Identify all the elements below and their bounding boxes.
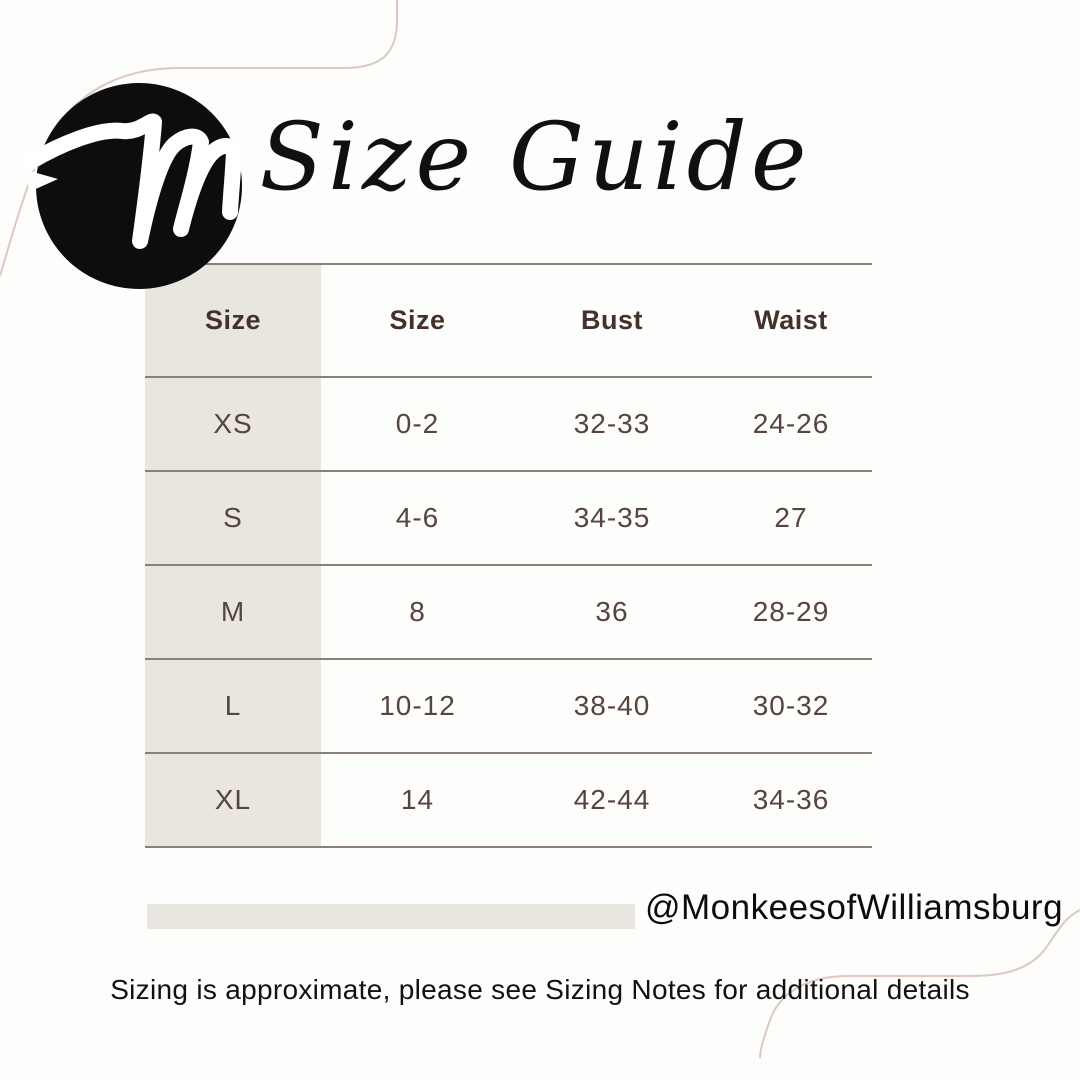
table-row: XL 14 42-44 34-36 xyxy=(145,752,872,848)
logo-m-path xyxy=(22,113,242,249)
table-cell: 8 xyxy=(409,596,426,627)
table-cell: 34-36 xyxy=(752,784,830,815)
table-row: L 10-12 38-40 30-32 xyxy=(145,658,872,752)
table-cell: XS xyxy=(145,378,321,470)
social-handle: @MonkeesofWilliamsburg xyxy=(645,888,1064,927)
table-header-cell: Size xyxy=(389,305,446,335)
table-cell: 36 xyxy=(595,596,629,627)
table-cell: M xyxy=(145,566,321,658)
table-cell: 14 xyxy=(400,784,435,815)
table-cell: 0-2 xyxy=(395,408,440,439)
table-cell: L xyxy=(145,660,321,752)
sizing-note: Sizing is approximate, please see Sizing… xyxy=(110,974,970,1005)
table-cell: 28-29 xyxy=(752,596,830,627)
table-row: S 4-6 34-35 27 xyxy=(145,470,872,564)
table-cell: 27 xyxy=(774,502,808,533)
table-row: XS 0-2 32-33 24-26 xyxy=(145,376,872,470)
table-row: M 8 36 28-29 xyxy=(145,564,872,658)
table-cell: 24-26 xyxy=(752,408,830,439)
table-cell: 34-35 xyxy=(573,502,651,533)
table-header-cell: Size xyxy=(145,265,321,376)
page-title: Size Guide xyxy=(259,102,811,212)
size-table: Size Size Bust Waist XS 0-2 32-33 24-26 … xyxy=(145,263,872,848)
logo-circle xyxy=(36,83,242,289)
table-cell: 32-33 xyxy=(573,408,651,439)
table-cell: 10-12 xyxy=(379,690,456,721)
table-header-cell: Waist xyxy=(754,305,828,335)
table-cell: S xyxy=(145,472,321,564)
table-cell: 4-6 xyxy=(395,502,440,533)
table-cell: 42-44 xyxy=(573,784,651,815)
accent-bar xyxy=(147,904,635,929)
table-header-row: Size Size Bust Waist xyxy=(145,263,872,376)
table-cell: 30-32 xyxy=(752,690,830,721)
table-cell: 38-40 xyxy=(573,690,651,721)
table-header-cell: Bust xyxy=(581,305,643,335)
logo-notch xyxy=(26,170,58,192)
table-cell: XL xyxy=(145,754,321,846)
